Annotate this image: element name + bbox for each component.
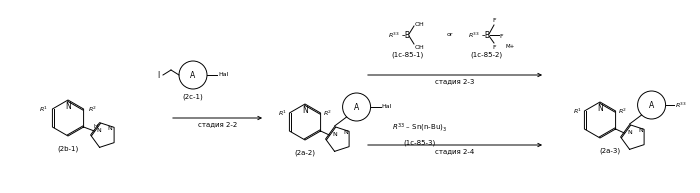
- Text: (1c-85-3): (1c-85-3): [404, 140, 436, 146]
- Text: OH: OH: [415, 45, 425, 50]
- Text: –B: –B: [482, 30, 491, 40]
- Text: $R^1$: $R^1$: [39, 104, 48, 114]
- Text: A: A: [649, 101, 654, 109]
- Text: N: N: [597, 104, 603, 113]
- Text: (1c-85-1): (1c-85-1): [392, 52, 424, 58]
- Text: стадия 2-3: стадия 2-3: [435, 78, 475, 84]
- Text: F: F: [499, 34, 503, 38]
- Text: (2c-1): (2c-1): [183, 93, 204, 100]
- Text: (2b-1): (2b-1): [57, 146, 78, 152]
- Text: $R^2$: $R^2$: [88, 104, 97, 114]
- Text: OH: OH: [415, 23, 425, 27]
- Text: Hal: Hal: [382, 104, 392, 109]
- Text: (2a-3): (2a-3): [599, 148, 621, 155]
- Text: M+: M+: [506, 44, 515, 49]
- Text: N: N: [302, 106, 308, 115]
- Text: F: F: [492, 45, 496, 50]
- Text: N: N: [332, 133, 337, 137]
- Text: N: N: [107, 126, 112, 131]
- Text: $R^{33}$: $R^{33}$: [388, 30, 400, 40]
- Text: $R^1$: $R^1$: [573, 106, 582, 116]
- Text: (1c-85-2): (1c-85-2): [470, 52, 502, 58]
- Text: $R^{33}$: $R^{33}$: [468, 30, 480, 40]
- Text: H: H: [94, 124, 98, 130]
- Text: I: I: [158, 70, 160, 80]
- Text: $R^{33}$: $R^{33}$: [675, 100, 687, 110]
- Text: N: N: [343, 130, 348, 135]
- Text: $R^2$: $R^2$: [323, 108, 332, 118]
- Text: $R^2$: $R^2$: [617, 106, 626, 116]
- Text: N: N: [96, 129, 101, 134]
- Text: N: N: [638, 128, 643, 133]
- Text: A: A: [354, 102, 359, 112]
- Text: $R^{33}$ – Sn(n-Bu)$_3$: $R^{33}$ – Sn(n-Bu)$_3$: [393, 122, 447, 134]
- Text: (2a-2): (2a-2): [295, 150, 316, 157]
- Text: N: N: [627, 130, 632, 135]
- Text: N: N: [65, 102, 71, 111]
- Text: –B: –B: [402, 30, 411, 40]
- Text: or: or: [447, 32, 454, 37]
- Text: F: F: [492, 18, 496, 23]
- Text: $R^1$: $R^1$: [279, 108, 288, 118]
- Text: стадия 2-4: стадия 2-4: [435, 148, 475, 154]
- Text: Hal: Hal: [218, 73, 228, 78]
- Text: A: A: [190, 70, 195, 80]
- Text: стадия 2-2: стадия 2-2: [198, 121, 237, 127]
